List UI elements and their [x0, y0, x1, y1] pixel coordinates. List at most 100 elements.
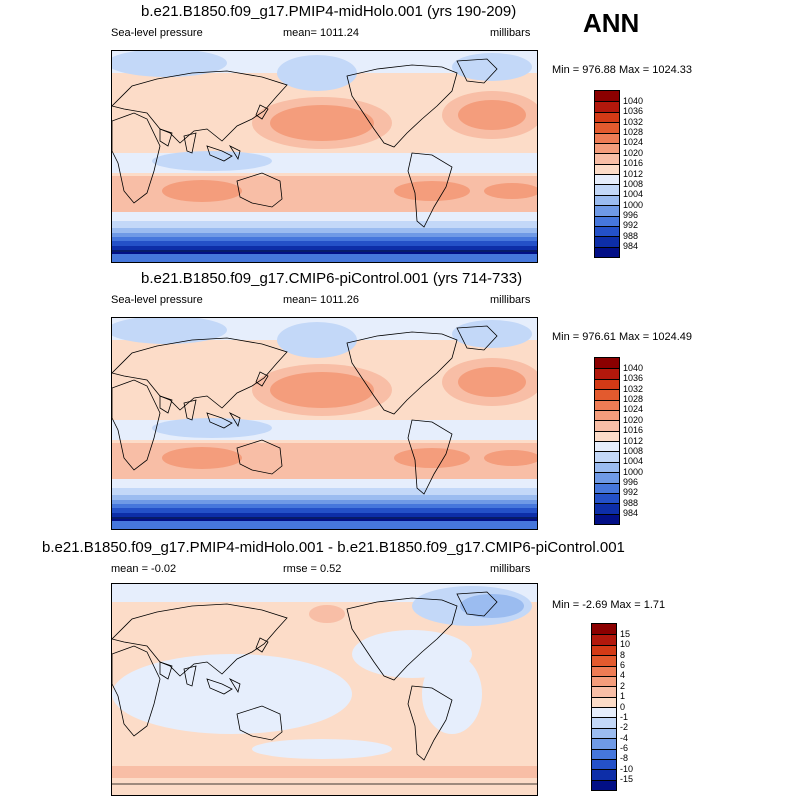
- colorbar-segment: [595, 122, 619, 133]
- colorbar-tick-label: 1: [620, 691, 626, 702]
- map-field: [112, 51, 537, 262]
- panel-3-minmax: Min = -2.69 Max = 1.71: [552, 599, 666, 611]
- colorbar-segment: [592, 707, 616, 718]
- colorbar-segment: [595, 368, 619, 379]
- colorbar-tick-label: 8: [620, 649, 626, 660]
- colorbar-segment: [595, 409, 619, 421]
- coastline: [112, 58, 537, 252]
- colorbar-tick-label: 1012: [623, 435, 644, 446]
- colorbar-tick-label: 1024: [623, 404, 644, 415]
- colorbar-segment: [595, 461, 619, 473]
- colorbar-segment: [595, 358, 619, 369]
- colorbar-tick-label: 1028: [623, 127, 644, 137]
- colorbar-segment: [592, 696, 616, 707]
- colorbar-tick-label: 1024: [623, 137, 644, 148]
- colorbar-tick-label: 2: [620, 680, 626, 691]
- colorbar-tick-label: 1036: [623, 106, 644, 117]
- colorbar-segment: [592, 655, 616, 666]
- colorbar-segment: [592, 665, 616, 676]
- colorbar-segment: [595, 430, 619, 441]
- coastline: [112, 325, 537, 519]
- colorbar-segment: [595, 163, 619, 174]
- panel-2-minmax: Min = 976.61 Max = 1024.49: [552, 331, 693, 343]
- panel-3-map: [111, 583, 538, 796]
- colorbar-segment: [595, 153, 619, 164]
- colorbar-tick-label: 1032: [623, 383, 644, 394]
- colorbar-segment: [595, 132, 619, 143]
- colorbar-segment: [595, 503, 619, 514]
- coastline: [112, 591, 537, 785]
- colorbar-segment: [595, 482, 619, 493]
- map-field: [112, 584, 537, 795]
- colorbar-tick-label: 1000: [623, 199, 644, 210]
- colorbar-tick-label: 1032: [623, 116, 644, 127]
- colorbar-segment: [595, 378, 619, 390]
- colorbar-segment: [595, 225, 619, 237]
- colorbar-segment: [592, 727, 616, 739]
- colorbar-segment: [595, 101, 619, 112]
- colorbar-tick-label: 1040: [623, 95, 644, 106]
- colorbar-tick-label: -4: [620, 732, 629, 743]
- colorbar-tick-label: 992: [623, 220, 639, 231]
- colorbar-segment: [592, 686, 616, 697]
- colorbar-tick-label: 1028: [623, 394, 644, 404]
- colorbar-segment: [595, 91, 619, 102]
- colorbar-tick-label: 4: [620, 670, 626, 681]
- colorbar-tick-label: 1004: [623, 456, 644, 467]
- colorbar-segment: [592, 758, 616, 770]
- colorbar-tick-label: 988: [623, 497, 639, 508]
- colorbar-segment: [595, 194, 619, 206]
- colorbar-segment: [595, 399, 619, 410]
- colorbar-tick-label: 1040: [623, 362, 644, 373]
- colorbar-tick-label: 996: [623, 210, 639, 220]
- panel-1-left-label: Sea-level pressure: [111, 27, 203, 39]
- colorbar-tick-label: 984: [623, 241, 639, 252]
- colorbar-segment: [592, 779, 616, 790]
- panel-1-title: b.e21.B1850.f09_g17.PMIP4-midHolo.001 (y…: [141, 3, 517, 20]
- colorbar-tick-label: 15: [620, 628, 631, 639]
- colorbar-segment: [592, 634, 616, 645]
- panel-2-left-label: Sea-level pressure: [111, 294, 203, 306]
- colorbar-tick-label: 996: [623, 477, 639, 487]
- colorbar-tick-label: 10: [620, 639, 631, 650]
- panel-3-title: b.e21.B1850.f09_g17.PMIP4-midHolo.001 - …: [42, 539, 625, 556]
- colorbar-tick-label: 0: [620, 701, 626, 712]
- colorbar-tick-label: -15: [620, 774, 634, 785]
- colorbar-tick-label: 1004: [623, 189, 644, 200]
- colorbar-segment: [595, 389, 619, 400]
- panel-3-units-label: millibars: [490, 563, 531, 575]
- colorbar-segment: [592, 717, 616, 728]
- panel-1-colorbar: 1040 1036 1032 1028 1024 1020 1016 1012 1008 1004…: [594, 90, 643, 258]
- colorbar-segment: [595, 420, 619, 431]
- colorbar-segment: [595, 215, 619, 226]
- panel-2-colorbar: 1040 1036 1032 1028 1024 1020 1016 1012 1008 1004…: [594, 357, 643, 525]
- panel-2-title: b.e21.B1850.f09_g17.CMIP6-piControl.001 …: [141, 270, 523, 287]
- colorbar-segment: [592, 624, 616, 635]
- panel-1-minmax: Min = 976.88 Max = 1024.33: [552, 64, 693, 76]
- colorbar-segment: [592, 769, 616, 780]
- colorbar-segment: [592, 738, 616, 749]
- colorbar-segment: [595, 174, 619, 185]
- colorbar-segment: [595, 441, 619, 452]
- colorbar-tick-label: -8: [620, 753, 629, 764]
- colorbar-tick-label: 988: [623, 230, 639, 241]
- colorbar-tick-label: -2: [620, 722, 629, 733]
- panel-2-units-label: millibars: [490, 294, 531, 306]
- colorbar-segment: [595, 513, 619, 524]
- season-label: ANN: [583, 8, 640, 38]
- colorbar-segment: [592, 748, 616, 759]
- colorbar-segment: [595, 236, 619, 247]
- colorbar-segment: [595, 205, 619, 216]
- panel-1-map: [111, 50, 538, 263]
- panel-3-colorbar: 15 10 8 6 4 2 1 0 -1 -2 -4 -6 -8 -10 -15: [591, 623, 633, 791]
- colorbar-segment: [595, 142, 619, 154]
- colorbar-tick-label: 1036: [623, 373, 644, 384]
- colorbar-segment: [595, 111, 619, 123]
- colorbar-tick-label: 1008: [623, 178, 644, 189]
- colorbar-segment: [595, 246, 619, 257]
- panel-1-units-label: millibars: [490, 27, 531, 39]
- colorbar-segment: [592, 644, 616, 656]
- colorbar-tick-label: 1016: [623, 425, 644, 436]
- colorbar-tick-label: 992: [623, 487, 639, 498]
- panel-3-mean-label: mean = -0.02: [111, 563, 177, 575]
